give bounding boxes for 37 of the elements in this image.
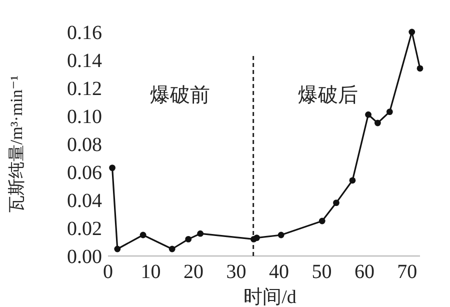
point [374,120,381,126]
y-tick-label: 0.06 [67,162,102,184]
x-tick-label: 40 [268,261,289,283]
y-tick-label: 0.08 [67,134,102,156]
point [416,65,424,72]
point [278,232,284,238]
y-tick-label: 0.10 [67,106,102,128]
x-tick-label: 60 [354,261,374,283]
x-tick-label: 30 [226,261,246,283]
x-axis-title: 时间/d [244,287,297,307]
point [254,234,260,241]
annotation: 爆破后 [298,84,358,107]
point [114,246,121,252]
y-tick-label: 0.04 [67,190,102,212]
y-tick-label: 0.12 [67,78,102,100]
annotation: 爆破前 [150,84,210,107]
y-tick-label: 0.16 [67,22,102,44]
x-tick-label: 20 [183,261,204,283]
point [197,230,204,237]
x-tick-label: 70 [397,261,418,283]
point [408,28,416,36]
y-tick-label: 0.14 [67,50,102,72]
x-tick-label: 50 [312,261,332,283]
point [185,236,192,242]
point [109,164,116,171]
point [365,111,372,118]
point [333,200,340,206]
y-axis-title: 瓦斯纯量/m³·min⁻¹ [7,75,26,213]
point [168,246,176,252]
y-tick-label: 0.02 [67,218,102,240]
x-tick-label: 0 [103,261,113,283]
point [386,108,393,115]
y-tick-label: 0.00 [67,246,102,268]
point [349,177,356,184]
point [318,218,326,224]
x-tick-label: 10 [140,261,161,283]
point [140,232,146,238]
